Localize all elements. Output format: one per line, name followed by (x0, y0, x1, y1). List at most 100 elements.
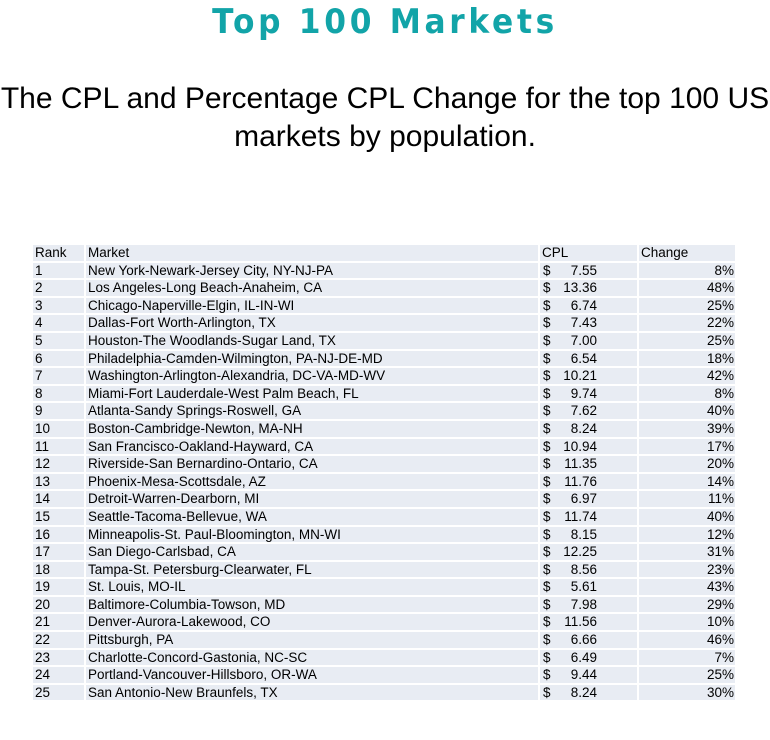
market-cell: Detroit-Warren-Dearborn, MI (84, 489, 540, 509)
currency-symbol: $ (543, 315, 551, 331)
market-cell: Los Angeles-Long Beach-Anaheim, CA (84, 278, 540, 298)
cpl-value: 7.55 (570, 262, 597, 278)
rank-cell: 11 (31, 436, 86, 457)
currency-symbol: $ (543, 596, 551, 612)
rank-cell: 15 (31, 506, 86, 527)
cpl-value: 13.36 (563, 280, 597, 296)
rank-cell: 10 (31, 418, 86, 439)
market-cell: Boston-Cambridge-Newton, MA-NH (84, 418, 540, 439)
rank-cell: 16 (31, 524, 86, 545)
market-cell: Seattle-Tacoma-Bellevue, WA (84, 506, 540, 527)
table-row: 25 San Antonio-New Braunfels, TX $8.24 30% (31, 682, 737, 703)
currency-symbol: $ (543, 491, 551, 507)
cpl-cell: $11.76 (538, 471, 639, 492)
change-cell: 40% (637, 506, 737, 527)
currency-symbol: $ (543, 280, 551, 296)
table-row: 6 Philadelphia-Camden-Wilmington, PA-NJ-D… (31, 348, 737, 369)
cpl-value: 7.98 (570, 596, 597, 612)
table-row: 5 Houston-The Woodlands-Sugar Land, TX $7.… (31, 330, 737, 351)
table-row: 11 San Francisco-Oakland-Hayward, CA $10.9… (31, 436, 737, 457)
market-cell: Charlotte-Concord-Gastonia, NC-SC (84, 647, 540, 668)
market-cell: Washington-Arlington-Alexandria, DC-VA-M… (84, 366, 540, 386)
subtitle-line-2: markets by population. (234, 120, 536, 153)
subtitle-line-1: The CPL and Percentage CPL Change for th… (0, 82, 770, 115)
rank-cell: 24 (31, 665, 86, 685)
table-row: 20 Baltimore-Columbia-Towson, MD $7.98 29% (31, 594, 737, 615)
market-cell: Portland-Vancouver-Hillsboro, OR-WA (84, 665, 540, 685)
market-cell: San Antonio-New Braunfels, TX (84, 682, 540, 703)
market-cell: San Diego-Carlsbad, CA (84, 542, 540, 562)
cpl-value: 6.54 (570, 350, 597, 366)
table-row: 9 Atlanta-Sandy Springs-Roswell, GA $7.62 4… (31, 401, 737, 421)
cpl-cell: $6.49 (538, 647, 639, 668)
currency-symbol: $ (543, 368, 551, 384)
rank-cell: 9 (31, 401, 86, 421)
cpl-cell: $6.97 (538, 489, 639, 509)
currency-symbol: $ (543, 579, 551, 595)
rank-cell: 4 (31, 313, 86, 333)
cpl-cell: $13.36 (538, 278, 639, 298)
cpl-value: 8.24 (570, 684, 597, 700)
market-cell: Tampa-St. Petersburg-Clearwater, FL (84, 559, 540, 580)
market-cell: San Francisco-Oakland-Hayward, CA (84, 436, 540, 457)
table-row: 14 Detroit-Warren-Dearborn, MI $6.97 11% (31, 489, 737, 509)
cpl-value: 9.44 (570, 667, 597, 683)
table-row: 7 Washington-Arlington-Alexandria, DC-VA-… (31, 366, 737, 386)
cpl-cell: $6.54 (538, 348, 639, 369)
change-cell: 29% (637, 594, 737, 615)
markets-table: Rank Market CPL Change 1 New York-Newark-… (31, 243, 737, 703)
currency-symbol: $ (543, 456, 551, 472)
rank-cell: 25 (31, 682, 86, 703)
market-cell: Houston-The Woodlands-Sugar Land, TX (84, 330, 540, 351)
cpl-cell: $7.98 (538, 594, 639, 615)
table-row: 12 Riverside-San Bernardino-Ontario, CA $1… (31, 454, 737, 474)
currency-symbol: $ (543, 297, 551, 313)
table-row: 4 Dallas-Fort Worth-Arlington, TX $7.43 22% (31, 313, 737, 333)
market-cell: Atlanta-Sandy Springs-Roswell, GA (84, 401, 540, 421)
change-cell: 43% (637, 577, 737, 597)
cpl-value: 6.74 (570, 297, 597, 313)
currency-symbol: $ (543, 561, 551, 577)
table-row: 18 Tampa-St. Petersburg-Clearwater, FL $8.… (31, 559, 737, 580)
rank-cell: 18 (31, 559, 86, 580)
cpl-cell: $7.62 (538, 401, 639, 421)
currency-symbol: $ (543, 684, 551, 700)
change-cell: 25% (637, 330, 737, 351)
cpl-value: 10.94 (563, 438, 597, 454)
cpl-value: 7.43 (570, 315, 597, 331)
cpl-value: 8.24 (570, 420, 597, 436)
rank-cell: 7 (31, 366, 86, 386)
cpl-value: 11.56 (564, 614, 597, 630)
cpl-value: 8.56 (570, 561, 597, 577)
table-row: 1 New York-Newark-Jersey City, NY-NJ-PA $7… (31, 260, 737, 281)
cpl-value: 10.21 (563, 368, 597, 384)
change-cell: 22% (637, 313, 737, 333)
cpl-cell: $6.74 (538, 295, 639, 316)
cpl-cell: $5.61 (538, 577, 639, 597)
cpl-value: 9.74 (570, 385, 597, 401)
currency-symbol: $ (543, 667, 551, 683)
change-cell: 40% (637, 401, 737, 421)
rank-cell: 1 (31, 260, 86, 281)
rank-cell: 14 (31, 489, 86, 509)
change-cell: 18% (637, 348, 737, 369)
currency-symbol: $ (543, 614, 551, 630)
table-row: 16 Minneapolis-St. Paul-Bloomington, MN-W… (31, 524, 737, 545)
change-cell: 7% (637, 647, 737, 668)
change-cell: 8% (637, 260, 737, 281)
cpl-cell: $10.21 (538, 366, 639, 386)
cpl-cell: $8.24 (538, 418, 639, 439)
cpl-cell: $7.43 (538, 313, 639, 333)
market-cell: Phoenix-Mesa-Scottsdale, AZ (84, 471, 540, 492)
cpl-value: 11.35 (564, 456, 597, 472)
cpl-value: 11.74 (564, 508, 597, 524)
cpl-value: 7.62 (570, 403, 597, 419)
market-cell: Chicago-Naperville-Elgin, IL-IN-WI (84, 295, 540, 316)
change-cell: 46% (637, 630, 737, 650)
cpl-cell: $12.25 (538, 542, 639, 562)
rank-cell: 19 (31, 577, 86, 597)
cpl-cell: $8.56 (538, 559, 639, 580)
column-header-change: Change (637, 243, 737, 263)
change-cell: 30% (637, 682, 737, 703)
market-cell: Baltimore-Columbia-Towson, MD (84, 594, 540, 615)
